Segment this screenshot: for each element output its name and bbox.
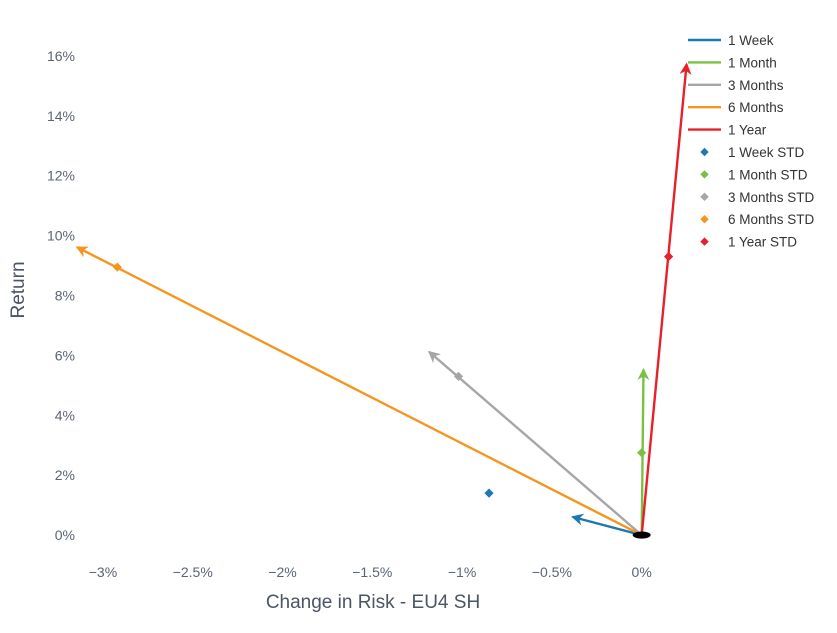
series-line-6-months <box>75 246 643 537</box>
legend-item-1-month[interactable]: 1 Month <box>688 55 777 70</box>
x-tick-label: −2.5% <box>173 564 213 580</box>
legend-label: 1 Month <box>728 55 777 70</box>
x-axis-ticks: −3% −2.5% −2% −1.5% −1% −0.5% 0% <box>89 564 652 580</box>
legend-item-3-months[interactable]: 3 Months <box>688 78 784 93</box>
y-tick-label: 14% <box>47 108 75 124</box>
legend-label: 1 Year STD <box>728 235 797 250</box>
y-axis-ticks: 0% 2% 4% 6% 8% 10% 12% 14% 16% <box>47 48 75 543</box>
std-marker-1-week-std <box>484 488 494 498</box>
legend-label: 1 Year <box>728 123 767 138</box>
series-line-1-week <box>571 513 643 537</box>
std-marker-3-months-std <box>453 371 464 381</box>
y-tick-label: 16% <box>47 48 75 64</box>
legend-label: 3 Months <box>728 78 784 93</box>
legend-item-1-week[interactable]: 1 Week <box>688 33 774 48</box>
origin-marker <box>632 531 651 539</box>
origin-layer <box>632 531 651 539</box>
legend: 1 Week 1 Month 3 Months 6 Months 1 Year 1 Wee… <box>688 33 815 250</box>
legend-label: 1 Month STD <box>728 167 808 182</box>
legend-label: 6 Months <box>728 100 784 115</box>
std-marker-1-month-std <box>637 448 647 458</box>
legend-swatch-diamond <box>700 147 709 157</box>
legend-item-6-months-std[interactable]: 6 Months STD <box>700 212 815 227</box>
x-tick-label: 0% <box>632 564 652 580</box>
legend-swatch-diamond <box>700 170 709 179</box>
y-axis-title: Return <box>8 261 29 318</box>
legend-label: 1 Week STD <box>728 145 805 160</box>
std-markers <box>112 251 674 498</box>
std-marker-1-year-std <box>663 251 674 262</box>
y-tick-label: 4% <box>55 407 75 423</box>
legend-swatch-diamond <box>700 237 709 246</box>
x-tick-label: −1% <box>448 564 476 580</box>
x-axis-title: Change in Risk - EU4 SH <box>266 592 480 613</box>
legend-swatch-diamond <box>700 215 709 224</box>
y-tick-label: 6% <box>55 347 75 363</box>
x-tick-label: −0.5% <box>532 564 572 580</box>
y-tick-label: 8% <box>55 288 75 304</box>
y-tick-label: 0% <box>55 527 75 543</box>
legend-item-1-year-std[interactable]: 1 Year STD <box>700 235 797 250</box>
legend-item-3-months-std[interactable]: 3 Months STD <box>700 190 815 205</box>
x-tick-label: −1.5% <box>352 564 392 580</box>
legend-label: 3 Months STD <box>728 190 815 205</box>
legend-item-1-year[interactable]: 1 Year <box>688 123 767 138</box>
legend-item-1-week-std[interactable]: 1 Week STD <box>700 145 805 160</box>
x-tick-label: −3% <box>89 564 117 580</box>
legend-label: 6 Months STD <box>728 212 815 227</box>
legend-item-6-months[interactable]: 6 Months <box>688 100 784 115</box>
legend-item-1-month-std[interactable]: 1 Month STD <box>700 167 808 182</box>
y-tick-label: 2% <box>55 467 75 483</box>
y-tick-label: 10% <box>47 228 75 244</box>
legend-swatch-diamond <box>700 192 709 201</box>
series-arrows <box>75 62 692 537</box>
y-tick-label: 12% <box>47 168 75 184</box>
series-line-1-year <box>640 62 692 537</box>
series-line-3-months <box>427 350 643 537</box>
legend-label: 1 Week <box>728 33 774 48</box>
x-tick-label: −2% <box>268 564 296 580</box>
std-marker-6-months-std <box>112 262 122 272</box>
